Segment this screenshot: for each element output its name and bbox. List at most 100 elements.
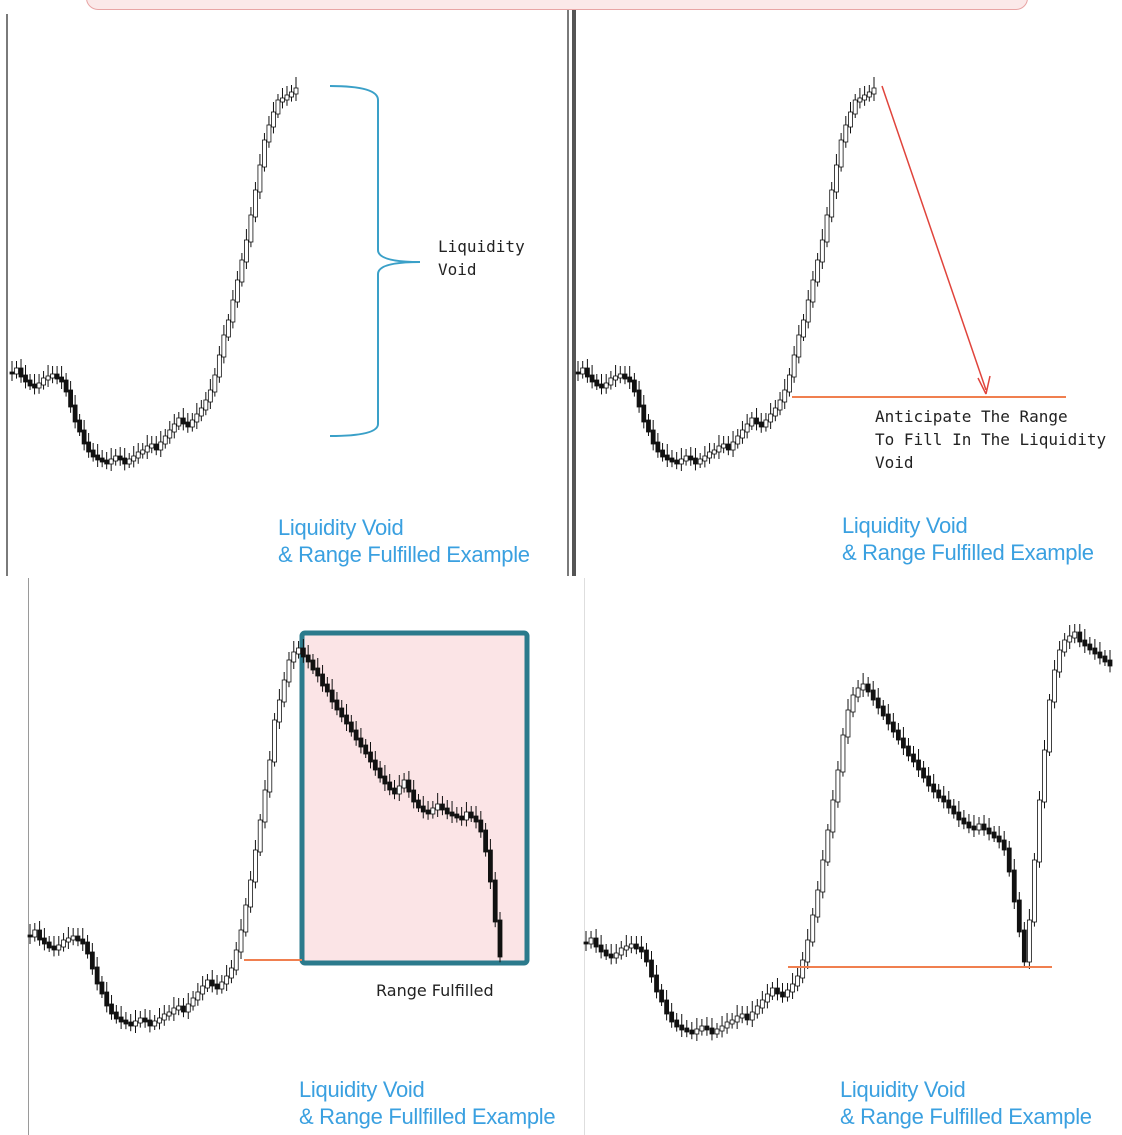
candle-body: [1006, 847, 1012, 873]
candle-body: [754, 417, 759, 425]
candle-body: [239, 259, 245, 283]
candle-body: [580, 367, 586, 375]
candle-body: [775, 987, 780, 995]
candle-body: [377, 767, 383, 779]
candle-body: [488, 849, 493, 883]
candle-body: [108, 458, 114, 465]
candle-body: [36, 382, 42, 389]
candle-body: [85, 941, 90, 955]
candle-body: [688, 455, 694, 461]
candle-body: [46, 941, 52, 949]
chart-top-left: [9, 77, 421, 471]
candle-body: [147, 1019, 153, 1027]
candle-body: [594, 379, 600, 387]
candle-body: [684, 1027, 690, 1033]
candle-body: [334, 699, 340, 711]
candle-body: [166, 1011, 172, 1017]
candle-body: [185, 1003, 191, 1013]
candle-body: [473, 815, 479, 823]
candle-body: [941, 795, 947, 803]
candle-body: [801, 319, 806, 338]
candle-body: [901, 737, 906, 749]
candle-body: [406, 779, 412, 793]
candle-body: [936, 789, 942, 799]
candle-body: [613, 375, 618, 381]
candle-body: [1107, 659, 1113, 667]
candle-body: [716, 445, 722, 453]
candle-body: [363, 744, 369, 755]
candle-body: [358, 737, 364, 748]
annotation-liquidity-void: Liquidity Void: [438, 235, 525, 281]
candle-body: [205, 979, 210, 989]
candle-body: [875, 697, 881, 709]
candle-body: [795, 975, 801, 987]
candle-body: [221, 334, 227, 358]
candle-body: [608, 377, 614, 386]
candle-body: [1011, 869, 1017, 903]
candle-body: [825, 829, 831, 863]
candle-body: [51, 945, 57, 951]
candle-body: [669, 457, 675, 463]
candle-body: [203, 399, 209, 411]
candle-body: [951, 805, 957, 815]
candle-body: [244, 239, 249, 263]
candle-body: [749, 417, 755, 427]
candle-body: [810, 914, 816, 943]
candle-body: [787, 374, 792, 393]
candle-body: [966, 821, 972, 829]
candle-body: [631, 379, 637, 393]
candle-body: [23, 374, 28, 383]
candle-body: [617, 373, 623, 379]
candle-body: [857, 97, 863, 103]
candle-body: [664, 454, 670, 461]
candle-body: [449, 811, 455, 817]
candle-body: [167, 429, 173, 439]
candle-body: [911, 753, 916, 763]
candle-body: [739, 1013, 745, 1019]
candle-body: [694, 1028, 700, 1035]
annotation-line-2: Void: [438, 260, 477, 279]
candle-body: [1021, 929, 1027, 963]
candle-body: [734, 1015, 740, 1023]
candle-body: [137, 1017, 143, 1024]
candle-body: [253, 849, 258, 883]
caption-title: Liquidity Void: [840, 1077, 966, 1102]
candle-body: [162, 435, 168, 445]
candle-body: [229, 967, 234, 979]
candle-body: [444, 807, 450, 815]
candle-body: [94, 966, 100, 985]
candle-body: [996, 835, 1002, 843]
candle-body: [623, 945, 629, 951]
candle-body: [430, 807, 436, 815]
candle-body: [14, 367, 19, 375]
candle-body: [599, 383, 604, 389]
candle-body: [230, 299, 236, 323]
candle-body: [791, 354, 797, 378]
candle-body: [9, 371, 15, 375]
candle-body: [1077, 631, 1083, 643]
candle-body: [805, 299, 811, 323]
candle-body: [1057, 649, 1063, 673]
candle-body: [641, 404, 647, 423]
candle-body: [865, 683, 871, 693]
candle-body: [890, 721, 896, 733]
candle-body: [956, 811, 962, 821]
candle-body: [262, 139, 267, 168]
candle-body: [707, 451, 712, 459]
candle-body: [796, 334, 802, 358]
candle-body: [65, 937, 71, 943]
candle-body: [764, 993, 770, 1003]
candle-body: [843, 124, 849, 143]
candle-body: [275, 99, 281, 115]
candle-body: [758, 421, 764, 428]
candle-body: [848, 111, 853, 128]
candle-body: [435, 803, 441, 811]
annotation-anticipate: Anticipate The Range To Fill In The Liqu…: [875, 405, 1106, 474]
candle-body: [212, 374, 218, 393]
candle-body: [800, 959, 806, 979]
candle-body: [207, 389, 213, 403]
candle-body: [852, 99, 858, 115]
caption-subtitle: & Range Fulfilled Example: [278, 542, 530, 567]
candle-body: [339, 707, 345, 718]
candle-body: [1102, 655, 1108, 663]
